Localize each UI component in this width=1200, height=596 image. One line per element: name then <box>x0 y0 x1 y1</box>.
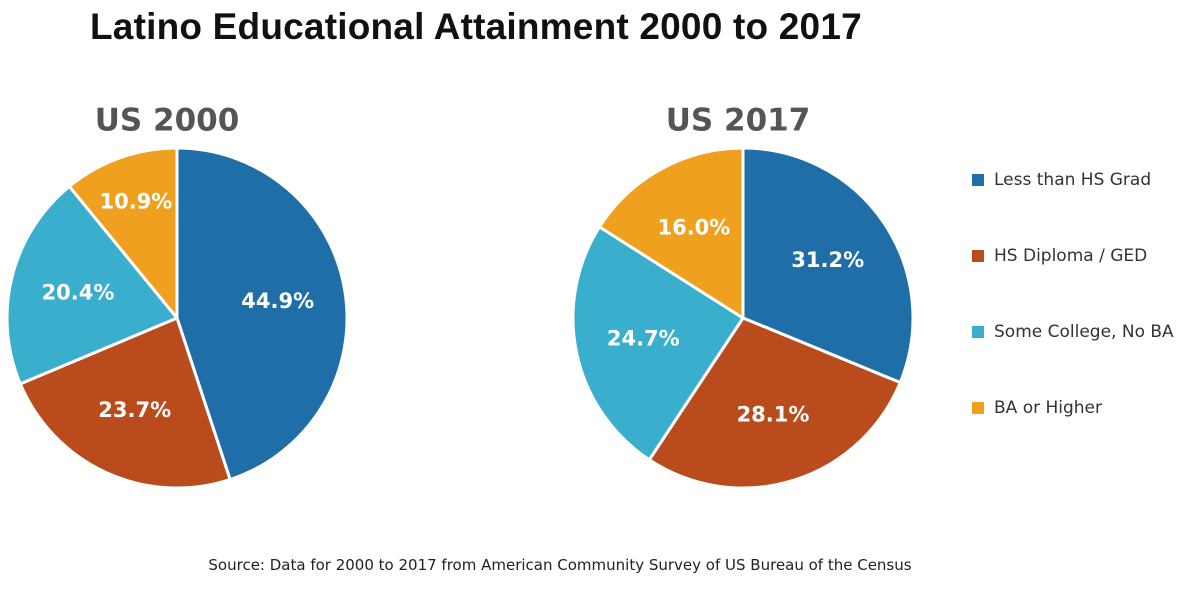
legend-label-less-than-hs-grad: Less than HS Grad <box>994 170 1151 190</box>
legend-swatch-some-college-no-ba <box>972 326 984 338</box>
pie-slice-2017-some-college-no-ba <box>571 225 745 462</box>
slice-label-2017-some-college-no-ba: 24.7% <box>607 326 680 350</box>
pie-slice-2000-ba-or-higher <box>67 146 179 320</box>
slice-label-2000-hs-diploma-ged: 23.7% <box>98 398 171 422</box>
slice-label-2000-ba-or-higher: 10.9% <box>99 190 172 214</box>
legend-swatch-less-than-hs-grad <box>972 174 984 186</box>
pie-slice-2000-less-than-hs-grad <box>175 146 349 481</box>
legend-swatch-ba-or-higher <box>972 402 984 414</box>
legend-label-ba-or-higher: BA or Higher <box>994 398 1102 418</box>
pie-slice-2000-hs-diploma-ged <box>18 316 232 490</box>
legend-label-hs-diploma-ged: HS Diploma / GED <box>994 246 1147 266</box>
pie-slice-2017-ba-or-higher <box>597 146 745 320</box>
pie-slice-2017-hs-diploma-ged <box>647 316 902 490</box>
pie-title-2017: US 2017 <box>666 103 811 139</box>
slice-label-2000-some-college-no-ba: 20.4% <box>42 280 115 304</box>
slice-label-2017-hs-diploma-ged: 28.1% <box>737 403 810 427</box>
slice-label-2017-ba-or-higher: 16.0% <box>657 216 730 240</box>
slice-label-2017-less-than-hs-grad: 31.2% <box>791 248 864 272</box>
pie-slice-2017-less-than-hs-grad <box>741 146 915 385</box>
chart-title: Latino Educational Attainment 2000 to 20… <box>90 6 862 47</box>
pie-slice-2000-some-college-no-ba <box>5 184 179 386</box>
slice-label-2000-less-than-hs-grad: 44.9% <box>241 289 314 313</box>
legend-swatch-hs-diploma-ged <box>972 250 984 262</box>
pie-title-2000: US 2000 <box>95 103 240 139</box>
legend-label-some-college-no-ba: Some College, No BA <box>994 322 1174 342</box>
source-note: Source: Data for 2000 to 2017 from Ameri… <box>208 556 912 574</box>
